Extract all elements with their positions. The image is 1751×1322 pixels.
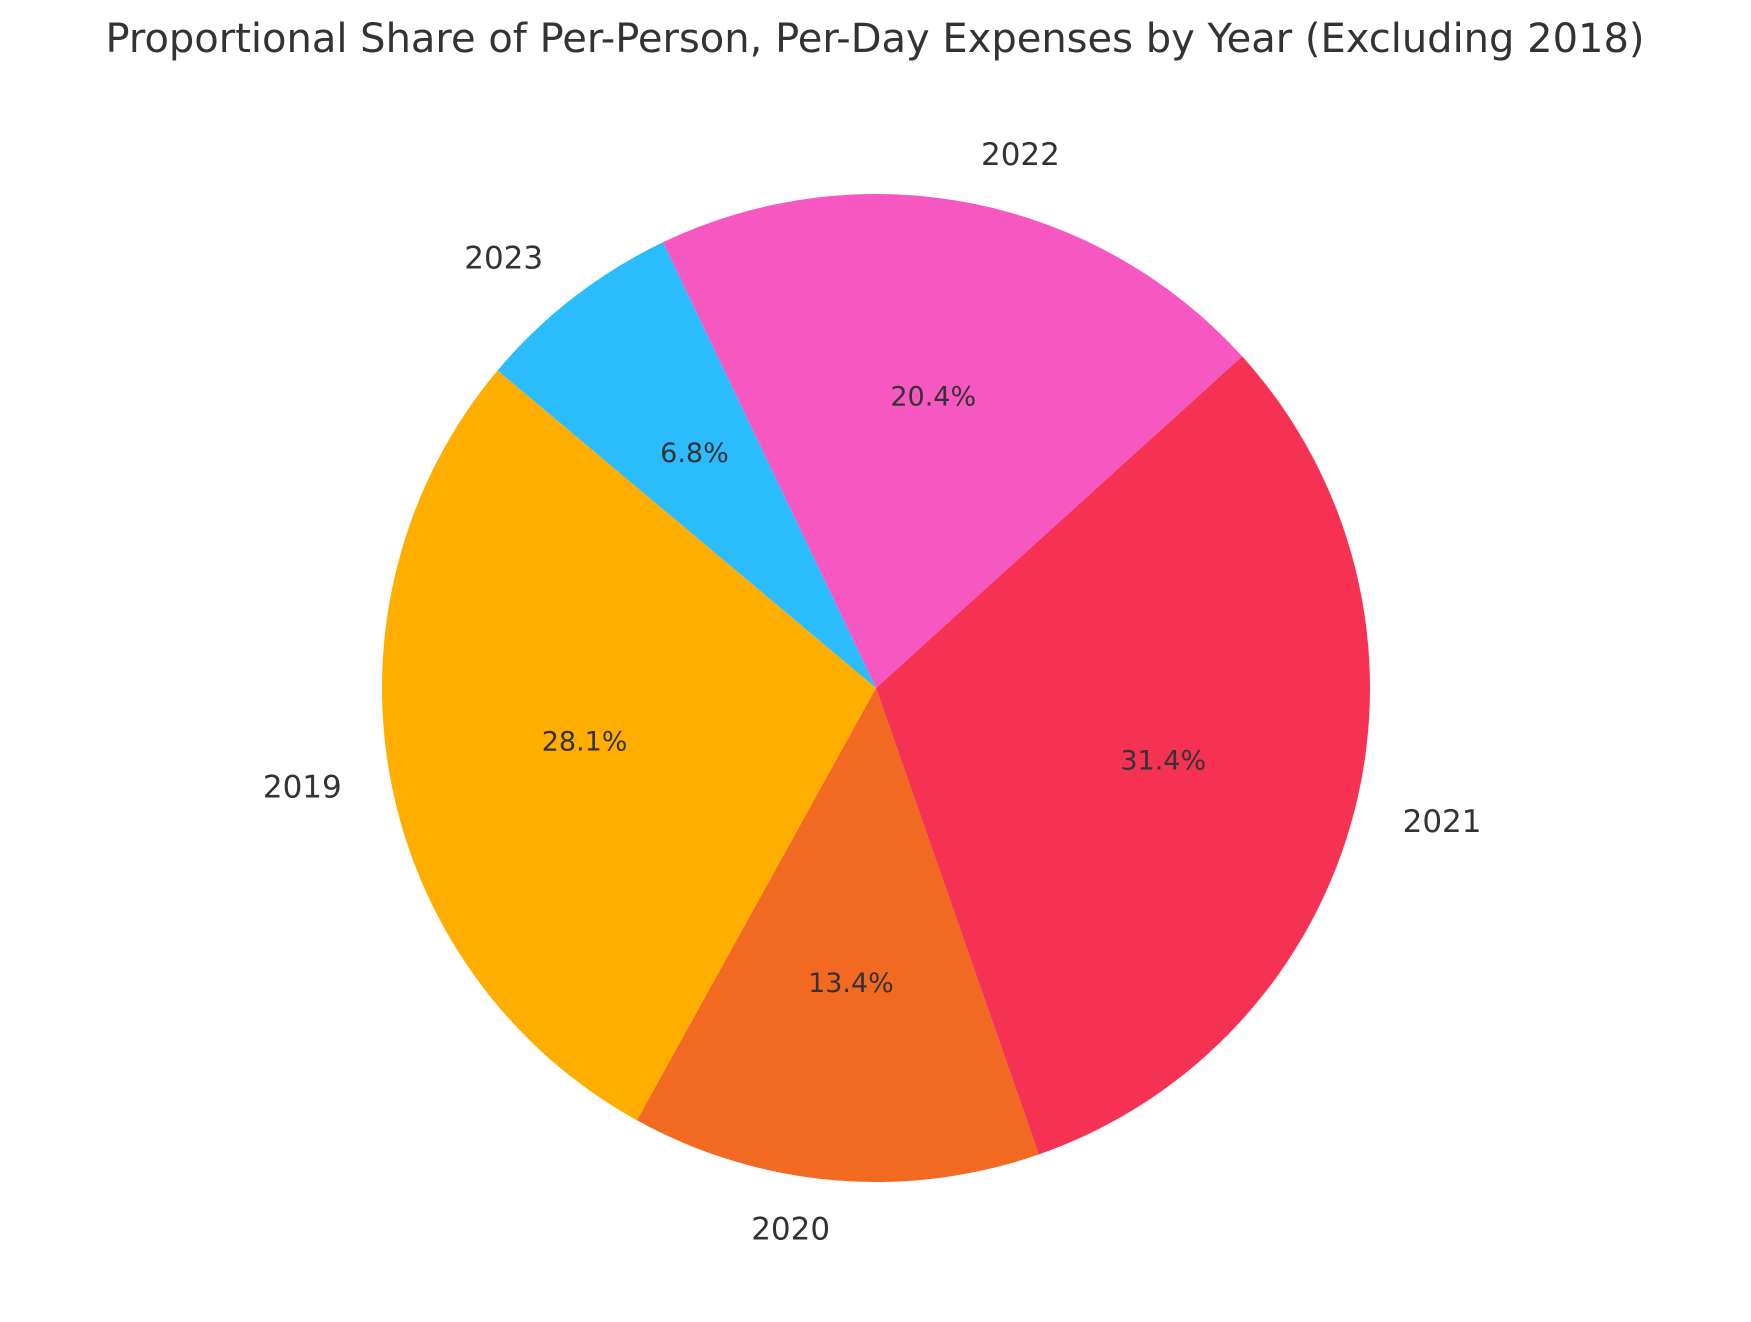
- pct-label-2020: 13.4%: [808, 968, 894, 999]
- pie-slice-2021: [876, 356, 1370, 1155]
- slice-label-2019: 2019: [263, 769, 342, 805]
- pie-labels: 2019 28.1% 2020 13.4% 2021 31.4% 2022 20.4% 2023…: [263, 137, 1482, 1248]
- chart-title: Proportional Share of Per-Person, Per-Da…: [105, 16, 1644, 62]
- pie-slice-2022: [662, 194, 1243, 689]
- slice-label-2022: 2022: [981, 137, 1060, 173]
- slice-label-2023: 2023: [464, 240, 543, 276]
- pct-label-2019: 28.1%: [542, 727, 628, 758]
- pct-label-2022: 20.4%: [890, 382, 976, 413]
- pct-label-2023: 6.8%: [660, 438, 729, 469]
- slice-label-2021: 2021: [1403, 804, 1482, 840]
- pie-slice-2020: [636, 688, 1039, 1182]
- pie-slice-2023: [497, 242, 876, 688]
- pie-slice-2019: [381, 370, 876, 1121]
- slice-label-2020: 2020: [751, 1211, 830, 1247]
- pie-slices: [381, 194, 1370, 1182]
- pct-label-2021: 31.4%: [1120, 746, 1206, 777]
